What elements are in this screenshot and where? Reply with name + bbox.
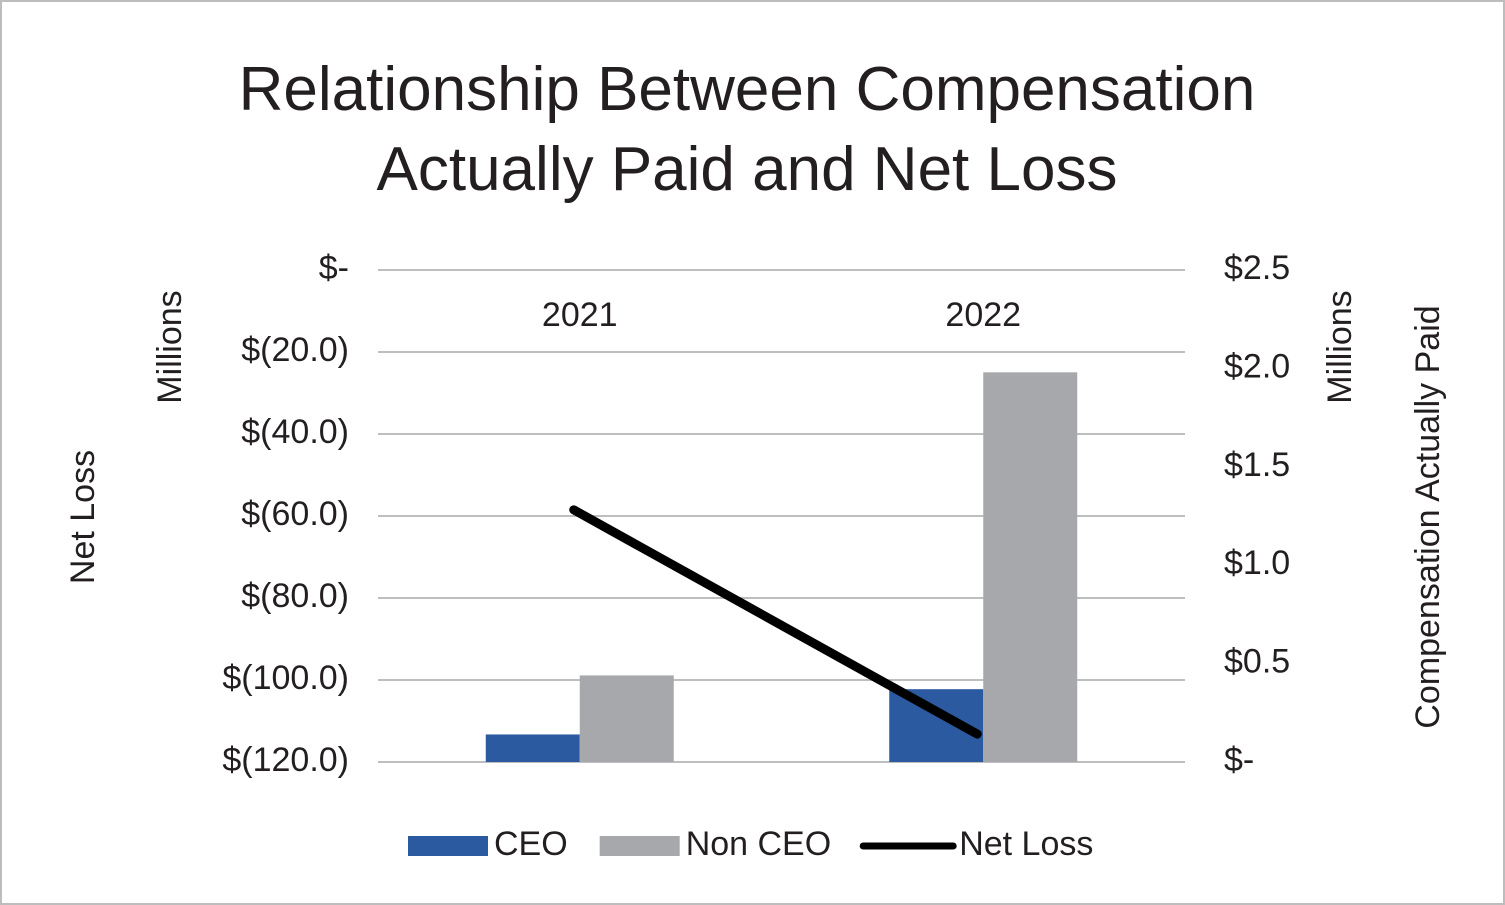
y-tick-label: $(20.0) [241,331,349,369]
y2-axis-label: Compensation Actually Paid [1409,305,1447,728]
legend-label: CEO [494,825,568,863]
chart-title: Relationship Between Compensation Actual… [238,55,1256,204]
y-tick-label: $(60.0) [241,495,349,533]
y-axis-label: Net Loss [64,450,102,584]
y-tick-label: $(100.0) [222,659,349,697]
legend-label: Net Loss [959,825,1093,863]
y-tick-label: $(80.0) [241,577,349,615]
bar [579,675,674,762]
y-tick-label: $- [319,249,349,287]
line [569,505,982,739]
y2-tick-label: $- [1224,741,1254,779]
y2-tick-label: $0.5 [1224,643,1290,681]
y2-axis-unit: Millions [1321,290,1359,403]
legend-swatch [408,836,488,856]
y2-tick-label: $1.0 [1224,544,1290,582]
y-axis-unit: Millions [151,290,189,403]
x-tick-label: 2022 [945,296,1021,334]
bar [983,372,1078,762]
x-tick-label: 2021 [542,296,618,334]
y2-tick-label: $1.5 [1224,446,1290,484]
legend-label: Non CEO [686,825,832,863]
y-tick-label: $(120.0) [222,741,349,779]
bar [485,734,580,762]
legend-swatch [599,836,680,856]
y2-tick-label: $2.5 [1224,249,1290,287]
y2-tick-label: $2.0 [1224,347,1290,385]
y-tick-label: $(40.0) [241,413,349,451]
